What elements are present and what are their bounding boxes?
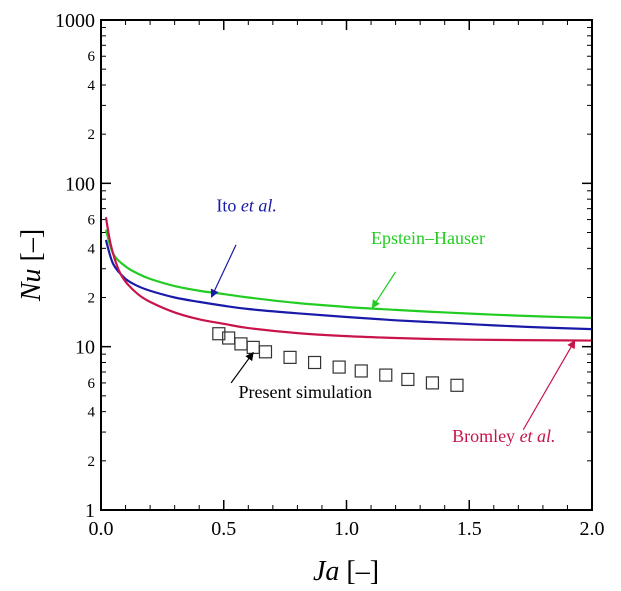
- x-tick-label: 2.0: [580, 518, 605, 540]
- series-line-bromley-et-al: [104, 217, 592, 342]
- simulation-point: [283, 350, 297, 364]
- simulation-point: [354, 364, 368, 378]
- y-minor-tick-label: 6: [88, 376, 96, 392]
- simulation-point: [332, 360, 346, 374]
- label-bromley-et-al-part: et al.: [520, 426, 556, 446]
- simulation-point: [212, 327, 226, 341]
- simulation-point: [425, 376, 440, 390]
- y-minor-tick-label: 2: [88, 454, 96, 470]
- x-tick-label: 0.5: [211, 518, 236, 540]
- y-tick-label: 100: [65, 173, 95, 195]
- y-minor-tick-label: 6: [88, 213, 96, 229]
- y-axis-title: Nu [–]: [16, 229, 47, 302]
- scatter-layer: [212, 327, 464, 392]
- x-tick-label: 1.5: [457, 518, 482, 540]
- arrow-epstein-hauser: [371, 271, 397, 309]
- label-bromley-et-al-part: Bromley: [452, 426, 520, 446]
- simulation-point: [401, 372, 415, 387]
- y-minor-tick-label: 4: [88, 78, 96, 94]
- plot-frame: [100, 19, 593, 511]
- x-tick-label: 1.0: [334, 518, 359, 540]
- series-line-ito-et-al: [104, 239, 592, 331]
- label-epstein-hauser-part: Epstein–Hauser: [371, 228, 485, 248]
- y-axis-unit: [–]: [16, 229, 47, 269]
- simulation-point: [307, 355, 322, 370]
- y-axis-var: Nu: [16, 268, 47, 302]
- y-tick-label: 1: [85, 500, 95, 522]
- tick-labels: 0.0 0.5 1.0 1.5 2.0 1 10 100 1000 2 4 6 2 4 6 2 4 6: [55, 10, 605, 540]
- simulation-point: [234, 337, 248, 351]
- arrow-present-simulation: [230, 351, 254, 384]
- y-tick-label: 1000: [55, 10, 95, 32]
- x-axis-unit: [–]: [339, 556, 379, 587]
- simulation-point: [246, 340, 260, 354]
- label-ito-et-al-part: et al.: [241, 196, 277, 216]
- y-tick-label: 10: [75, 337, 95, 359]
- x-axis-var: Ja: [313, 556, 339, 587]
- x-tick-label: 0.0: [89, 518, 114, 540]
- y-minor-tick-label: 2: [88, 290, 96, 306]
- label-epstein-hauser: Epstein–Hauser: [371, 228, 485, 248]
- label-ito-et-al: Ito et al.: [216, 196, 277, 216]
- arrow-ito-et-al: [210, 244, 237, 298]
- label-ito-et-al-part: Ito: [216, 196, 241, 216]
- y-minor-tick-label: 2: [88, 127, 96, 143]
- y-minor-tick-label: 4: [88, 405, 96, 421]
- series-line-epstein-hauser: [104, 229, 592, 320]
- label-present-simulation: Present simulation: [238, 382, 371, 402]
- simulation-point: [258, 345, 273, 359]
- arrow-bromley-et-al: [522, 339, 576, 431]
- series-layer: [104, 217, 592, 342]
- simulation-point: [379, 368, 393, 382]
- x-axis-title: Ja [–]: [313, 556, 379, 587]
- y-minor-tick-label: 4: [88, 241, 96, 257]
- label-bromley-et-al: Bromley et al.: [452, 426, 556, 446]
- simulation-point: [450, 378, 464, 392]
- y-minor-tick-label: 6: [88, 49, 96, 65]
